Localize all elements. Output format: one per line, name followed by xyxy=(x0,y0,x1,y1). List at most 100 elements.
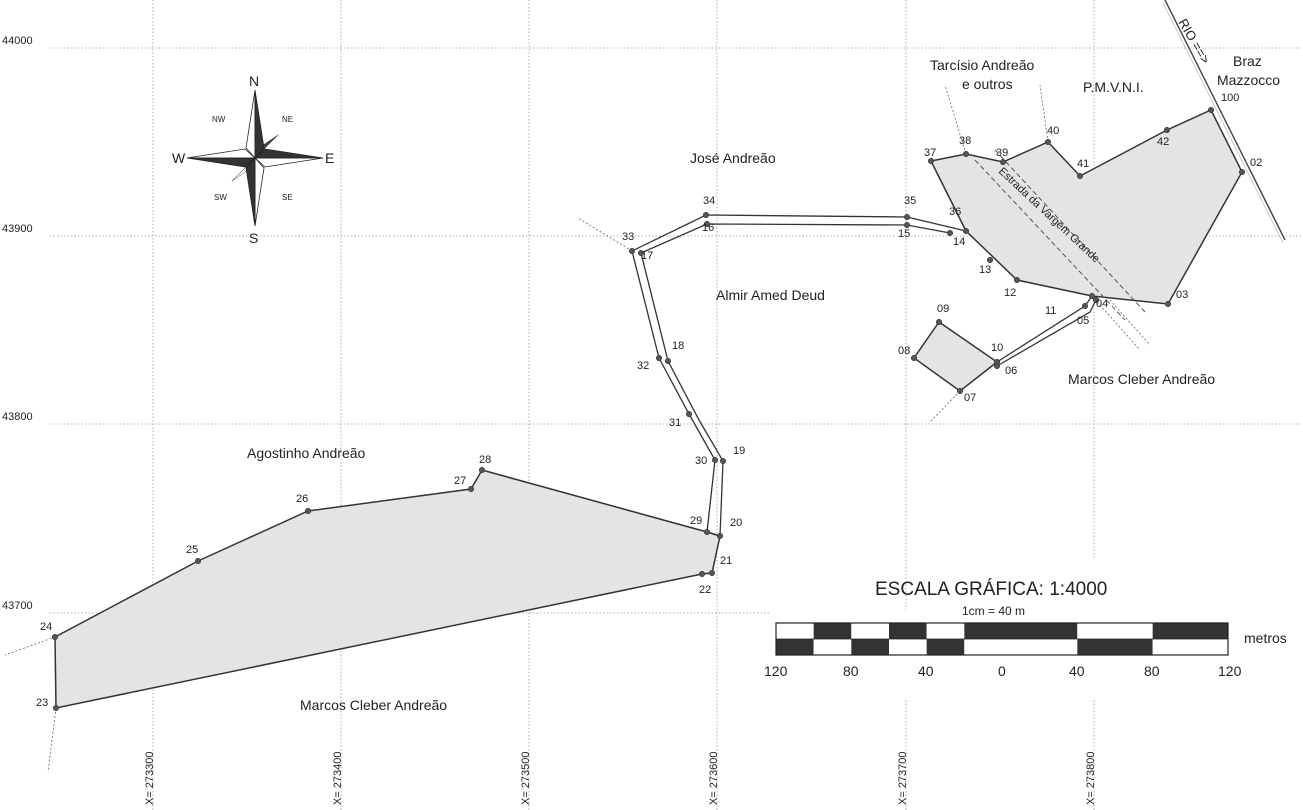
owner-label: P.M.V.N.I. xyxy=(1083,79,1144,95)
scale-unit: metros xyxy=(1244,630,1287,646)
vertex-label: 09 xyxy=(937,303,949,315)
scale-tick: 40 xyxy=(918,663,934,679)
owner-label: Marcos Cleber Andreão xyxy=(1068,371,1215,387)
vertex-marker xyxy=(719,457,727,465)
vertex-label: 02 xyxy=(1250,157,1262,169)
access-corridor xyxy=(631,214,967,537)
river-line xyxy=(1162,0,1286,244)
vertex-marker xyxy=(628,247,636,255)
scale-segment xyxy=(1077,623,1153,639)
vertex-marker xyxy=(956,387,964,395)
vertex-label: 19 xyxy=(733,445,745,457)
vertex-label: 03 xyxy=(1176,289,1188,301)
scale-segment xyxy=(926,623,965,639)
vertex-marker xyxy=(1044,138,1052,146)
vertex-marker xyxy=(1238,168,1246,176)
grid-label-y: 43800 xyxy=(2,411,33,423)
vertex-label: 27 xyxy=(454,475,466,487)
vertex-label: 37 xyxy=(924,147,936,159)
vertex-marker xyxy=(999,158,1007,166)
grid-label-x: X= 273300 xyxy=(144,751,156,805)
vertex-label: 15 xyxy=(898,228,910,240)
vertex-label: 28 xyxy=(479,454,491,466)
scale-segment xyxy=(851,639,889,655)
owner-label: Almir Amed Deud xyxy=(716,287,825,303)
vertex-label: 20 xyxy=(730,517,742,529)
vertex-marker xyxy=(664,357,672,365)
owner-label: Braz xyxy=(1233,53,1262,69)
vertex-label: 40 xyxy=(1047,125,1059,137)
vertex-label: 41 xyxy=(1077,158,1089,170)
vertex-marker xyxy=(1076,172,1084,180)
owner-label: José Andreão xyxy=(690,150,776,166)
vertex-marker xyxy=(655,354,663,362)
scale-segment xyxy=(964,623,1002,639)
compass-label: N xyxy=(249,73,259,89)
scale-segment xyxy=(1002,623,1078,639)
coordinate-grid xyxy=(50,0,1303,810)
vertex-marker xyxy=(51,633,59,641)
scale-tick: 0 xyxy=(998,663,1006,679)
vertex-marker xyxy=(716,532,724,540)
parcel-east xyxy=(929,109,1243,305)
vertex-marker xyxy=(637,249,645,257)
vertex-marker xyxy=(903,213,911,221)
vertex-label: 34 xyxy=(703,195,715,207)
scale-segment xyxy=(776,639,814,655)
scale-segment xyxy=(776,623,814,639)
scale-subtitle: 1cm = 40 m xyxy=(962,604,1025,618)
grid-label-y: 43900 xyxy=(2,223,33,235)
vertex-label: 08 xyxy=(898,345,910,357)
vertex-label: 38 xyxy=(959,135,971,147)
compass-label: SW xyxy=(214,193,227,202)
scale-segment xyxy=(889,623,927,639)
vertex-marker xyxy=(685,410,693,418)
grid-label-x: X= 273600 xyxy=(708,751,720,805)
vertex-label: 12 xyxy=(1004,287,1016,299)
vertex-marker xyxy=(910,354,918,362)
vertex-label: 39 xyxy=(996,147,1008,159)
vertex-label: 07 xyxy=(964,392,976,404)
vertex-marker xyxy=(698,570,706,578)
vertex-label: 31 xyxy=(669,417,681,429)
owner-labels: Tarcísio Andreão e outros P.M.V.N.I. Bra… xyxy=(247,53,1280,713)
compass-label: W xyxy=(172,150,186,166)
vertex-marker xyxy=(1013,276,1021,284)
vertex-label: 22 xyxy=(699,584,711,596)
vertex-markers xyxy=(51,106,1246,712)
compass-label: E xyxy=(325,150,334,166)
vertex-label: 05 xyxy=(1077,315,1089,327)
grid-label-y: 43700 xyxy=(2,600,33,612)
grid-label-y: 44000 xyxy=(2,35,33,47)
scale-tick: 80 xyxy=(843,663,859,679)
vertex-marker xyxy=(962,150,970,158)
grid-label-x: X= 273500 xyxy=(520,751,532,805)
vertex-marker xyxy=(702,211,710,219)
owner-label: Mazzocco xyxy=(1217,72,1280,88)
vertex-label: 10 xyxy=(991,342,1003,354)
vertex-marker xyxy=(903,221,911,229)
vertex-marker xyxy=(711,456,719,464)
vertex-marker xyxy=(986,256,994,264)
scale-segment xyxy=(1002,639,1078,655)
vertex-marker xyxy=(1092,296,1100,304)
grid-label-x: X= 273800 xyxy=(1085,751,1097,805)
vertex-label: 36 xyxy=(949,206,961,218)
scale-tick: 40 xyxy=(1069,663,1085,679)
scale-segment xyxy=(1152,623,1228,639)
vertex-label: 25 xyxy=(186,544,198,556)
vertex-label: 32 xyxy=(637,360,649,372)
compass-label: NW xyxy=(212,115,226,124)
vertex-marker xyxy=(1207,106,1215,114)
compass-rose-icon xyxy=(186,89,324,227)
vertex-label: 33 xyxy=(622,231,634,243)
vertex-marker xyxy=(52,704,60,712)
scale-segment xyxy=(851,623,889,639)
scale-segment xyxy=(813,639,852,655)
owner-label: Agostinho Andreão xyxy=(247,445,366,461)
grid-label-x: X= 273400 xyxy=(332,751,344,805)
vertex-marker xyxy=(962,227,970,235)
scale-tick: 120 xyxy=(1218,663,1242,679)
compass-label: NE xyxy=(282,115,293,124)
vertex-marker xyxy=(304,507,312,515)
